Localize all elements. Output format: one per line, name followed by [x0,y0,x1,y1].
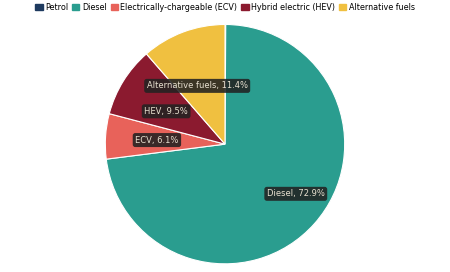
Wedge shape [105,114,225,159]
Wedge shape [225,24,226,144]
Text: HEV, 9.5%: HEV, 9.5% [144,107,188,116]
Wedge shape [106,24,345,264]
Wedge shape [109,54,225,144]
Legend: Petrol, Diesel, Electrically-chargeable (ECV), Hybrid electric (HEV), Alternativ: Petrol, Diesel, Electrically-chargeable … [34,1,416,14]
Text: Diesel, 72.9%: Diesel, 72.9% [267,189,325,198]
Text: Alternative fuels, 11.4%: Alternative fuels, 11.4% [147,81,248,90]
Wedge shape [146,24,225,144]
Text: ECV, 6.1%: ECV, 6.1% [135,135,179,144]
